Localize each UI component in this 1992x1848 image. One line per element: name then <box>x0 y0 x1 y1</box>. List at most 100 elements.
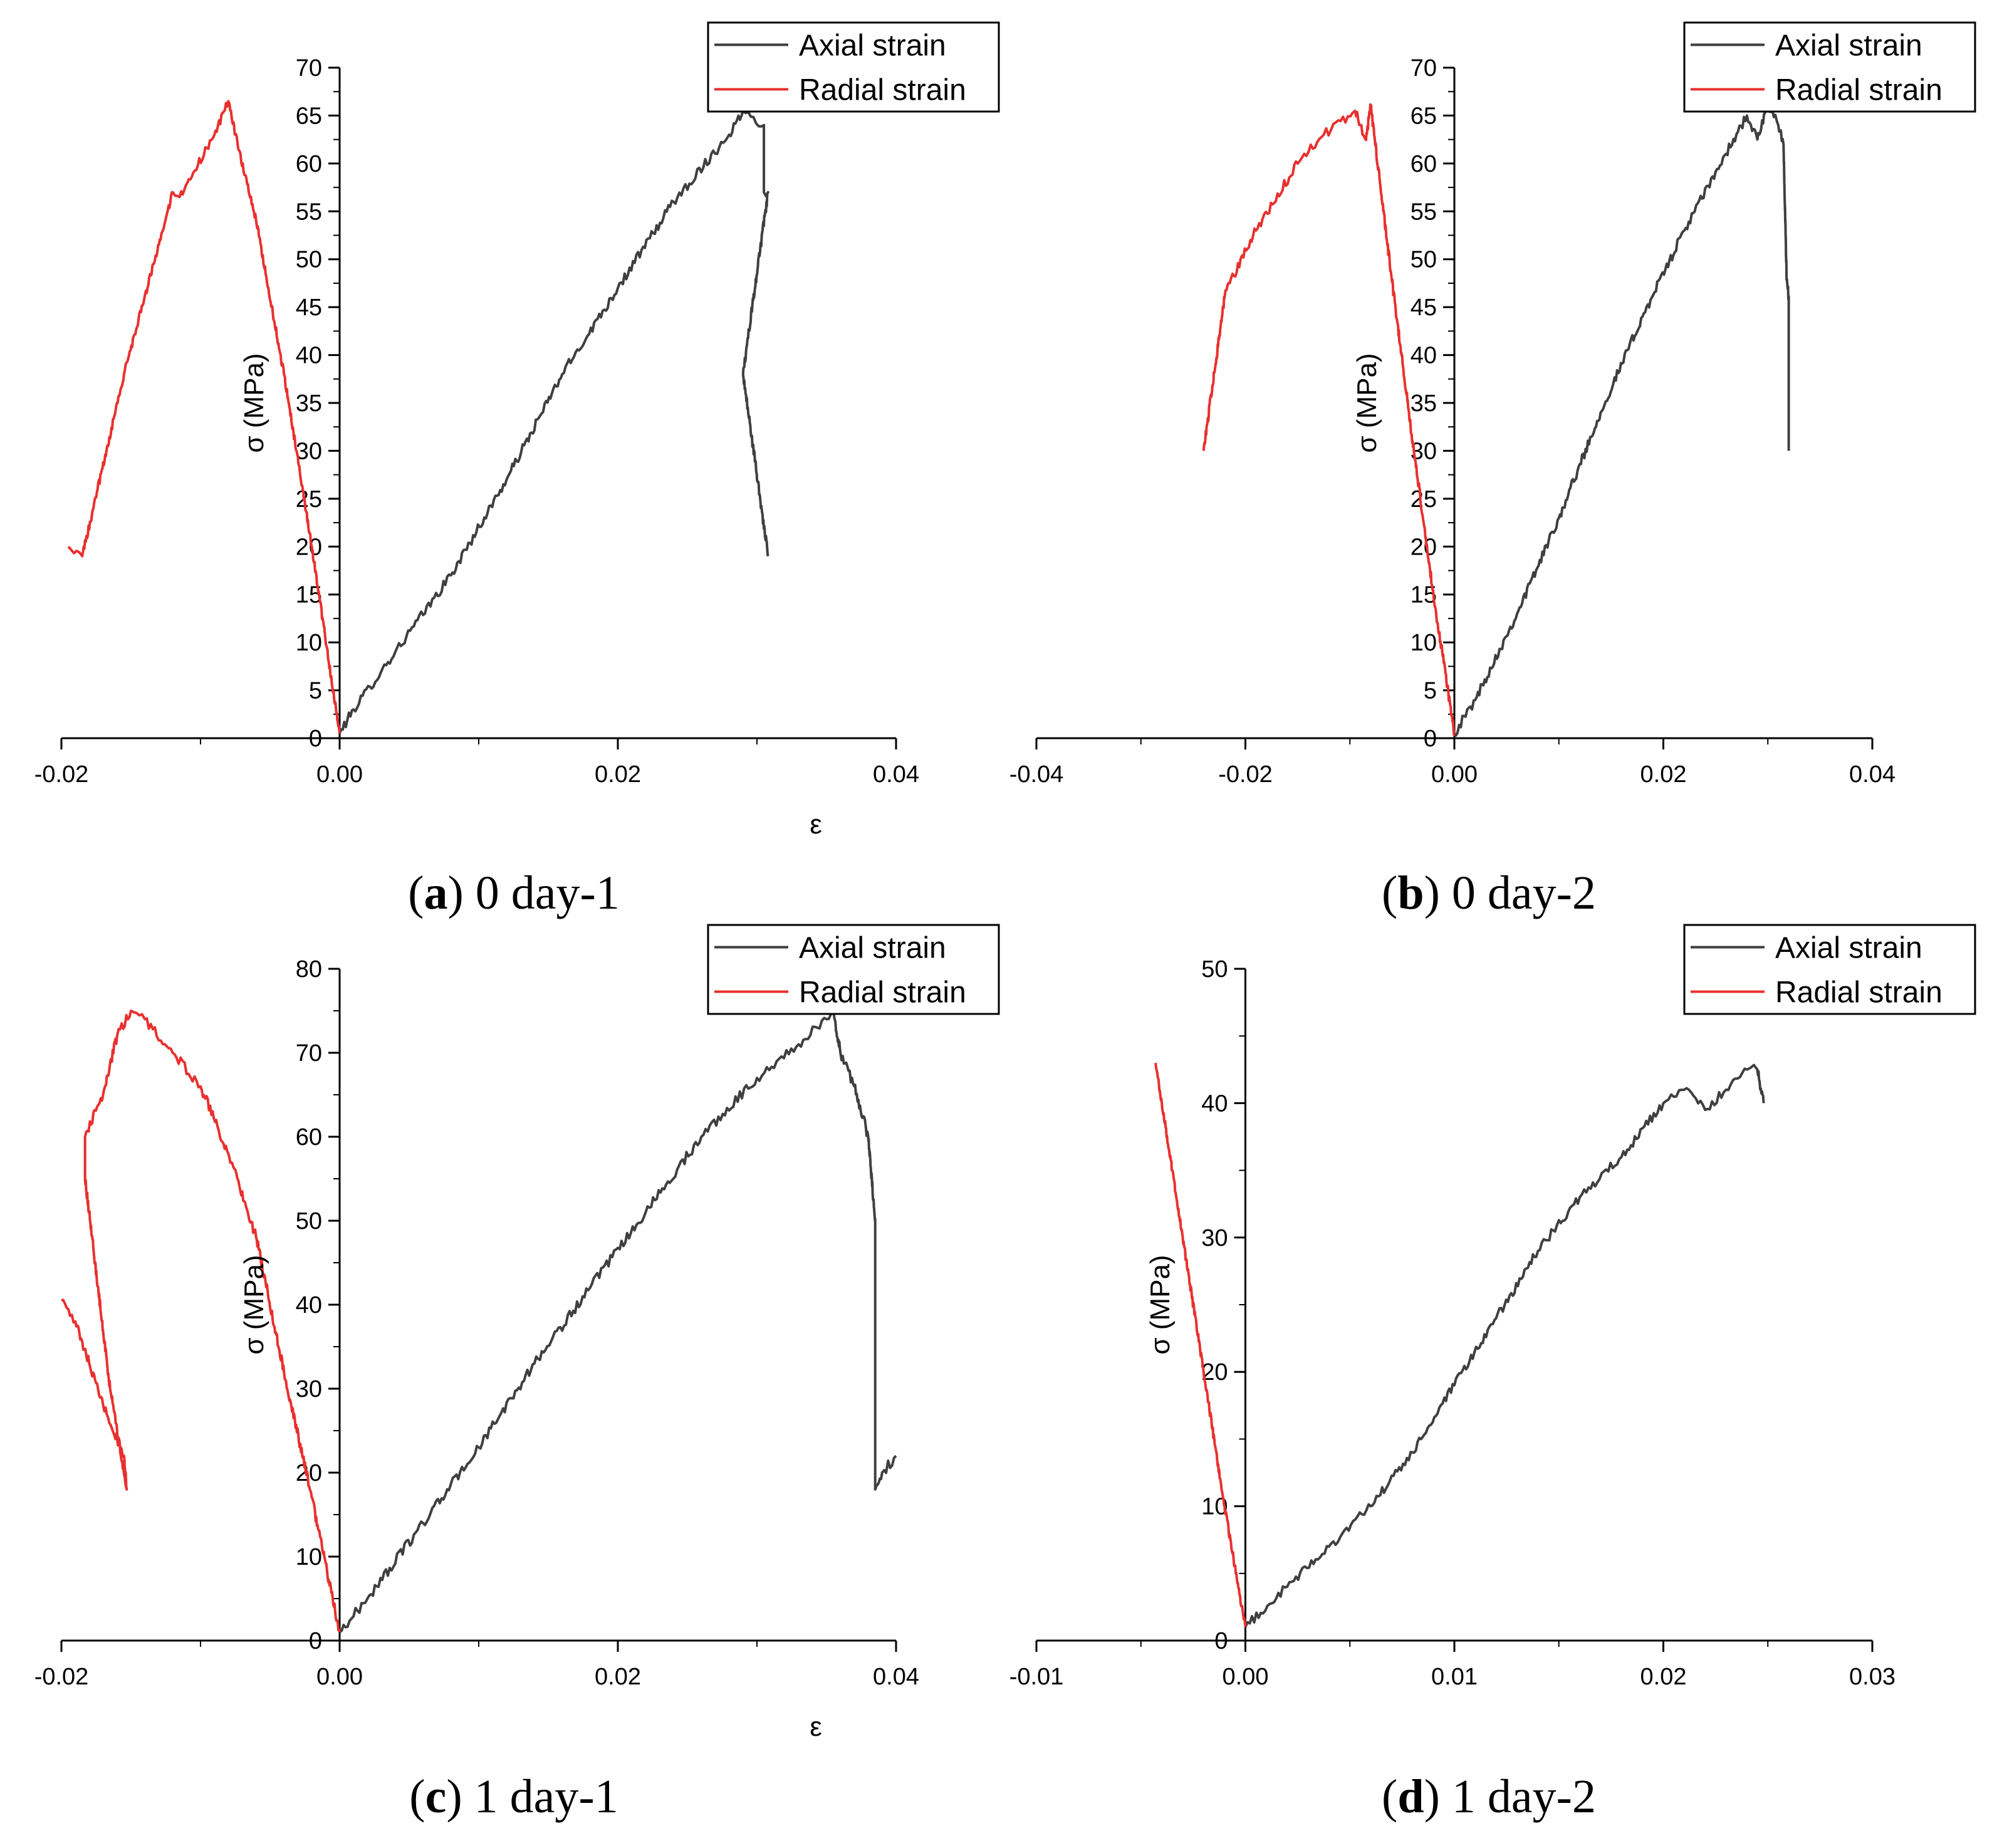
series-axial-strain-line <box>338 109 769 734</box>
y-tick-label: 5 <box>1424 678 1437 704</box>
series-axial-strain-line <box>1453 105 1790 737</box>
legend-box <box>707 21 1000 113</box>
y-tick-label: 60 <box>296 1124 322 1151</box>
series-group <box>67 100 769 734</box>
series-radial-strain-line <box>61 1010 341 1633</box>
y-tick-label: 60 <box>296 151 322 177</box>
legend-label-radial: Radial strain <box>1775 976 1942 1010</box>
y-tick-label: 35 <box>1411 390 1437 417</box>
x-tick-label: 0.02 <box>595 1664 641 1690</box>
x-tick-label: 0.00 <box>316 1664 363 1690</box>
x-tick-label: -0.02 <box>1218 761 1273 788</box>
x-axis-label: ε <box>810 1711 822 1742</box>
y-tick-label: 70 <box>296 55 322 81</box>
y-tick-label: 50 <box>296 247 322 273</box>
x-tick-label: 0.02 <box>595 761 641 788</box>
y-tick-label: 5 <box>309 678 322 704</box>
y-tick-label: 30 <box>296 438 322 464</box>
series-radial-strain-line <box>67 100 341 734</box>
series-radial-strain-line <box>1202 103 1456 736</box>
x-tick-label: 0.01 <box>1431 1664 1478 1690</box>
panel-letter: a <box>424 867 447 919</box>
x-tick-label: -0.04 <box>1009 761 1064 788</box>
y-tick-label: 25 <box>1411 486 1437 513</box>
legend: Axial strain Radial strain <box>707 21 1000 113</box>
y-axis-label: σ (MPa) <box>1145 1255 1176 1354</box>
legend-label-radial: Radial strain <box>1775 74 1942 107</box>
y-tick-label: 0 <box>1214 1628 1228 1654</box>
series-group <box>1154 1062 1765 1628</box>
x-ticks: -0.02 0.00 0.02 0.04 <box>34 1641 919 1690</box>
y-axis-label: σ (MPa) <box>1352 353 1382 452</box>
y-tick-label: 60 <box>1411 151 1437 177</box>
x-tick-label: 0.00 <box>1223 1664 1269 1690</box>
panel-caption: (c) 1 day-1 <box>409 1770 618 1823</box>
panel-letter: c <box>425 1770 447 1823</box>
y-tick-label: 10 <box>296 630 322 656</box>
y-tick-label: 0 <box>309 1628 322 1654</box>
y-tick-label: 65 <box>296 103 322 129</box>
legend-label-axial: Axial strain <box>799 29 946 63</box>
legend-label-axial: Axial strain <box>1775 932 1922 965</box>
legend: Axial strain Radial strain <box>1683 21 1976 113</box>
x-tick-label: 0.02 <box>1640 761 1687 788</box>
y-tick-label: 70 <box>296 1040 322 1067</box>
x-ticks: -0.01 0.00 0.01 0.02 0.03 <box>1009 1641 1896 1690</box>
x-tick-label: -0.02 <box>34 1664 89 1690</box>
y-tick-label: 0 <box>309 726 322 752</box>
panel-caption: (b) 0 day-2 <box>1382 867 1596 919</box>
panel-letter: d <box>1397 1770 1424 1823</box>
legend-label-axial: Axial strain <box>1775 29 1922 63</box>
x-tick-label: -0.01 <box>1009 1664 1064 1690</box>
legend: Axial strain Radial strain <box>1683 924 1976 1015</box>
panel-caption-text: 0 day-2 <box>1452 867 1596 919</box>
panel-letter: b <box>1397 867 1424 919</box>
x-tick-label: 0.04 <box>1849 761 1896 788</box>
series-axial-strain-line <box>1244 1063 1765 1628</box>
y-tick-label: 50 <box>1411 247 1437 273</box>
y-tick-label: 0 <box>1424 726 1437 752</box>
legend-label-radial: Radial strain <box>799 74 966 107</box>
x-tick-label: 0.03 <box>1849 1664 1896 1690</box>
y-tick-label: 25 <box>296 486 322 513</box>
y-tick-label: 50 <box>1201 956 1228 983</box>
x-tick-label: 0.02 <box>1640 1664 1687 1690</box>
x-tick-label: 0.00 <box>316 761 363 788</box>
chart-panel-a: -0.02 0.00 0.02 0.04 0510152025303540455055… <box>34 21 1000 919</box>
x-tick-label: -0.02 <box>34 761 89 788</box>
y-tick-label: 30 <box>1201 1225 1228 1251</box>
panel-caption-text: 1 day-2 <box>1452 1770 1596 1823</box>
legend-box <box>1683 21 1976 113</box>
y-tick-label: 45 <box>296 295 322 321</box>
y-tick-label: 45 <box>1411 295 1437 321</box>
legend: Axial strain Radial strain <box>707 924 1000 1015</box>
panel-caption: (a) 0 day-1 <box>408 867 620 919</box>
y-tick-label: 10 <box>1411 630 1437 656</box>
series-radial-strain-line <box>1154 1062 1247 1627</box>
y-tick-label: 55 <box>1411 199 1437 225</box>
y-axis-label: σ (MPa) <box>239 353 269 452</box>
y-tick-label: 40 <box>1411 343 1437 369</box>
series-group <box>1202 103 1790 737</box>
x-tick-label: 0.00 <box>1431 761 1478 788</box>
y-tick-label: 40 <box>296 1292 322 1318</box>
legend-label-axial: Axial strain <box>799 932 946 965</box>
legend-box <box>1683 924 1976 1015</box>
y-tick-label: 40 <box>1201 1090 1228 1117</box>
chart-panel-b: -0.04 -0.02 0.00 0.02 0.04 05101520253035404… <box>1009 21 1976 919</box>
series-group <box>61 1010 897 1634</box>
y-tick-label: 70 <box>1411 55 1437 81</box>
y-tick-label: 20 <box>1411 534 1437 560</box>
x-axis-label: ε <box>810 809 822 840</box>
y-tick-label: 50 <box>296 1208 322 1235</box>
y-tick-label: 35 <box>296 390 322 417</box>
series-axial-strain-line <box>338 1010 897 1634</box>
y-tick-label: 20 <box>296 534 322 560</box>
